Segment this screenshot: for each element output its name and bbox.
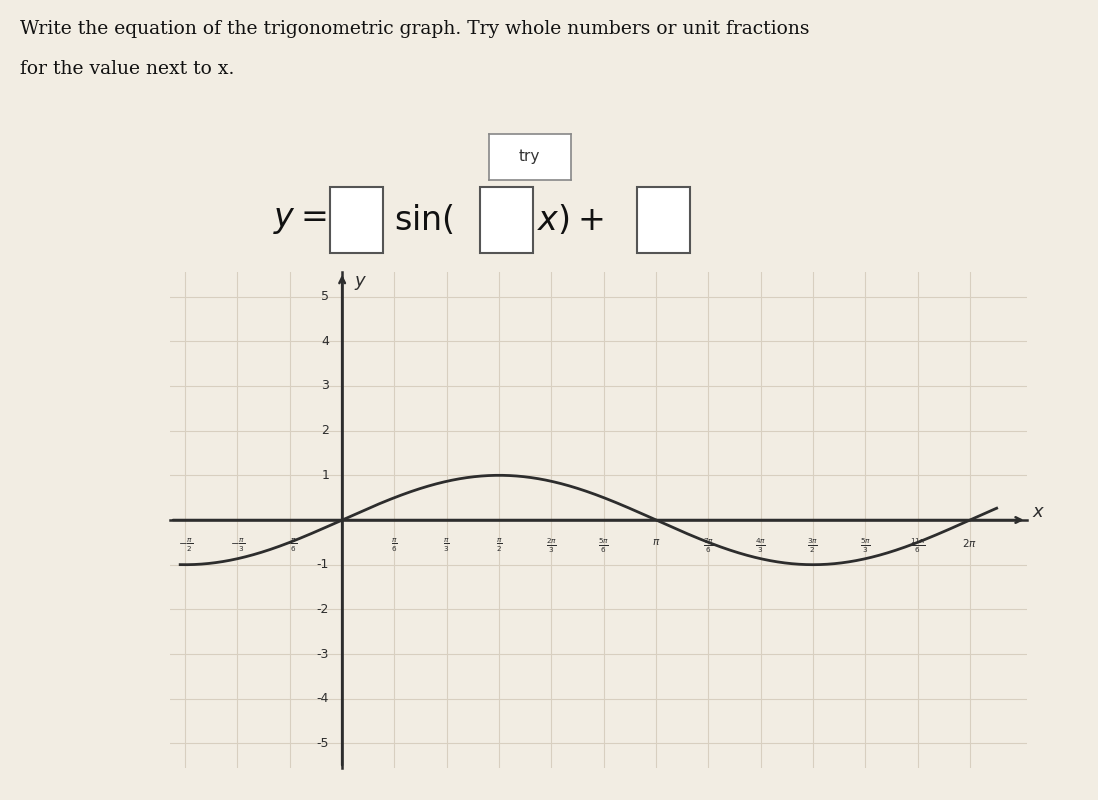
Text: -5: -5 [316, 737, 329, 750]
Text: $\pi$: $\pi$ [652, 537, 660, 547]
Text: $\frac{\pi}{3}$: $\frac{\pi}{3}$ [444, 537, 450, 554]
FancyBboxPatch shape [329, 186, 383, 254]
Text: -2: -2 [317, 603, 329, 616]
FancyBboxPatch shape [637, 186, 691, 254]
Text: 5: 5 [321, 290, 329, 303]
Text: $\frac{4\pi}{3}$: $\frac{4\pi}{3}$ [755, 537, 766, 555]
Text: $\frac{5\pi}{3}$: $\frac{5\pi}{3}$ [860, 537, 871, 555]
FancyBboxPatch shape [480, 186, 533, 254]
Text: 2: 2 [322, 424, 329, 437]
Text: $-\frac{\pi}{6}$: $-\frac{\pi}{6}$ [282, 537, 298, 554]
Text: 3: 3 [322, 379, 329, 393]
Text: $\frac{\pi}{2}$: $\frac{\pi}{2}$ [496, 537, 503, 554]
Text: $\frac{\pi}{6}$: $\frac{\pi}{6}$ [391, 537, 397, 554]
Text: $-\frac{\pi}{3}$: $-\frac{\pi}{3}$ [229, 537, 245, 554]
Text: $x$: $x$ [1032, 503, 1045, 521]
Text: 1: 1 [322, 469, 329, 482]
Text: $2\pi$: $2\pi$ [963, 537, 977, 549]
Text: $\frac{2\pi}{3}$: $\frac{2\pi}{3}$ [546, 537, 557, 555]
Text: try: try [519, 150, 540, 164]
Text: $-\frac{\pi}{2}$: $-\frac{\pi}{2}$ [178, 537, 193, 554]
Text: $\frac{3\pi}{2}$: $\frac{3\pi}{2}$ [807, 537, 819, 555]
Text: $x) +$: $x) +$ [537, 203, 603, 237]
Text: $\frac{7\pi}{6}$: $\frac{7\pi}{6}$ [703, 537, 714, 555]
Text: for the value next to x.: for the value next to x. [20, 60, 234, 78]
Text: $\frac{5\pi}{6}$: $\frac{5\pi}{6}$ [598, 537, 609, 555]
Text: -1: -1 [317, 558, 329, 571]
Text: $\mathrm{sin}($: $\mathrm{sin}($ [394, 203, 455, 237]
Text: $y$: $y$ [355, 274, 368, 292]
Text: $y =$: $y =$ [272, 203, 326, 237]
Text: -4: -4 [317, 692, 329, 706]
Text: $\frac{11\pi}{6}$: $\frac{11\pi}{6}$ [910, 537, 926, 555]
Text: 4: 4 [322, 334, 329, 348]
Text: -3: -3 [317, 647, 329, 661]
Text: Write the equation of the trigonometric graph. Try whole numbers or unit fractio: Write the equation of the trigonometric … [20, 20, 809, 38]
